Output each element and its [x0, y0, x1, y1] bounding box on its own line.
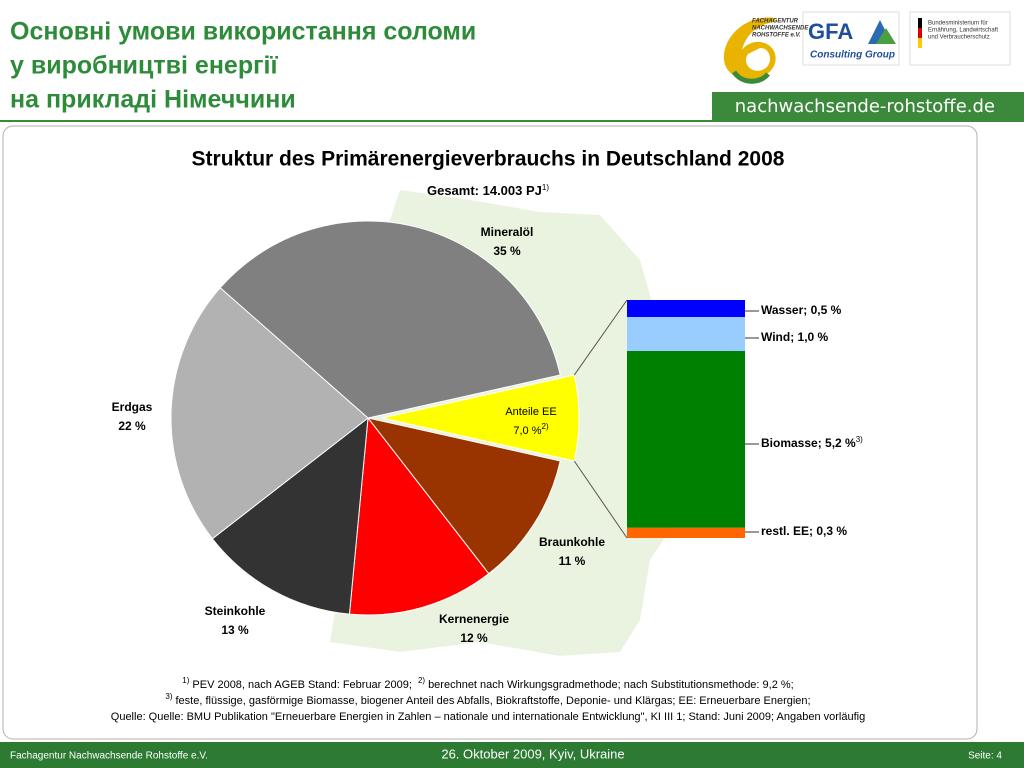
text-span: Wasser; 0,5 % — [761, 303, 842, 317]
text-span: Biomasse; 5,2 % — [761, 436, 856, 450]
flag-black — [918, 18, 922, 28]
fnr-logo-text: NACHWACHSENDE — [752, 26, 809, 32]
slice-label: Steinkohle — [205, 604, 266, 618]
slice-value-label: 7,0 %2) — [513, 422, 549, 437]
gfa-name: GFA — [808, 19, 853, 44]
slide-title: у виробництві енергії — [10, 52, 278, 80]
pie-slice — [219, 220, 561, 419]
superscript: 2) — [542, 422, 549, 431]
connector — [573, 299, 628, 376]
text-span: restl. EE; 0,3 % — [761, 524, 847, 538]
fnr-logo-text: FACHAGENTUR — [752, 19, 799, 25]
pie-slice — [381, 374, 580, 462]
text-span: 35 % — [493, 244, 521, 258]
text-span: 11 % — [559, 554, 586, 568]
text-span: Gesamt: 14.003 PJ — [427, 183, 542, 198]
fnr-logo-text: ROHSTOFFE e.V. — [752, 33, 801, 39]
flag-gold — [918, 38, 922, 48]
text-span: Wind; 1,0 % — [761, 330, 829, 344]
segment-label: Wasser; 0,5 % — [761, 303, 842, 317]
text-span: Quelle: Quelle: BMU Publikation "Erneuer… — [111, 711, 865, 723]
slide-title: Основні умови використання соломи — [10, 18, 476, 46]
text-span: feste, flüssige, gasförmige Biomasse, bi… — [176, 695, 811, 707]
footnote: Quelle: Quelle: BMU Publikation "Erneuer… — [111, 711, 865, 723]
slice-label: Mineralöl — [481, 225, 534, 239]
text-span: 13 % — [221, 623, 249, 637]
pie-slice — [348, 416, 490, 616]
slide-title: на прикладі Німеччини — [10, 86, 296, 114]
slice-value-label: 35 % — [493, 244, 521, 258]
superscript: 2) — [418, 676, 425, 685]
superscript: 3) — [856, 435, 863, 444]
bar-segment — [627, 351, 745, 528]
text-span: PEV 2008, nach AGEB Stand: Februar 2009; — [192, 679, 412, 691]
bmelv-text: Bundesministerium für — [928, 21, 988, 27]
superscript: 3) — [165, 692, 172, 701]
text-span: berechnet nach Wirkungsgradmethode; nach… — [428, 679, 794, 691]
gfa-triangle — [876, 28, 896, 44]
segment-label: Biomasse; 5,2 %3) — [761, 435, 863, 451]
bar-segment — [627, 317, 745, 351]
chart-title: Struktur des Primärenergieverbrauchs in … — [192, 148, 785, 171]
footnote: 3) feste, flüssige, gasförmige Biomasse, … — [165, 692, 810, 707]
slice-value-label: 22 % — [118, 419, 146, 433]
connector — [573, 460, 628, 539]
gfa-sub: Consulting Group — [810, 50, 895, 61]
pie-slice — [170, 287, 369, 540]
superscript: 1) — [542, 183, 549, 192]
slice-value-label: 11 % — [559, 554, 586, 568]
bmelv-logo-box — [909, 11, 1011, 66]
slice-label: Kernenergie — [439, 612, 509, 626]
bmelv-text: Ernährung, Landwirtschaft — [928, 28, 998, 34]
footer-left: Fachagentur Nachwachsende Rohstoffe e.V. — [10, 751, 208, 762]
pie-slice — [211, 416, 369, 615]
text-span: 7,0 % — [513, 425, 541, 437]
pie-slice — [366, 417, 561, 575]
bar-segment — [627, 527, 745, 538]
footer-bar — [0, 742, 1024, 768]
site-banner — [712, 92, 1024, 121]
slice-label: Braunkohle — [539, 535, 605, 549]
fnr-logo — [723, 17, 776, 84]
footnote: 1) PEV 2008, nach AGEB Stand: Februar 200… — [182, 676, 793, 691]
slice-label: Erdgas — [112, 400, 153, 414]
bmelv-text: und Verbraucherschutz — [928, 35, 990, 41]
segment-label: restl. EE; 0,3 % — [761, 524, 847, 538]
text-span: 12 % — [460, 631, 488, 645]
slice-value-label: 12 % — [460, 631, 488, 645]
footer-right: Seite: 4 — [968, 751, 1002, 762]
segment-label: Wind; 1,0 % — [761, 330, 829, 344]
chart-subtitle: Gesamt: 14.003 PJ1) — [427, 183, 549, 199]
footer-center: 26. Oktober 2009, Kyiv, Ukraine — [441, 746, 624, 761]
flag-red — [918, 28, 922, 38]
text-span: 22 % — [118, 419, 146, 433]
superscript: 1) — [182, 676, 189, 685]
bar-segment — [627, 300, 745, 317]
slice-label: Anteile EE — [505, 406, 556, 418]
slice-value-label: 13 % — [221, 623, 249, 637]
site-name: nachwachsende-rohstoffe.de — [735, 96, 995, 117]
